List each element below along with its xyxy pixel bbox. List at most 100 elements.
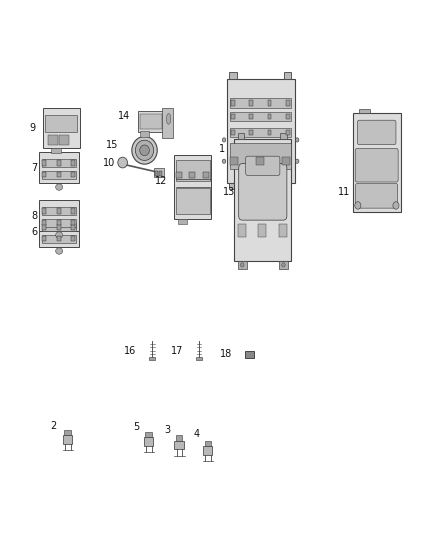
Bar	[238, 133, 244, 139]
Bar	[42, 236, 46, 241]
Bar	[230, 142, 291, 169]
Text: 1: 1	[219, 144, 226, 154]
Bar	[42, 159, 76, 167]
Bar	[60, 135, 69, 144]
Bar	[145, 432, 152, 437]
Bar	[42, 208, 46, 214]
Bar	[71, 224, 75, 230]
Bar	[42, 207, 76, 215]
Bar	[39, 152, 79, 183]
Bar	[268, 114, 272, 119]
Bar	[245, 351, 254, 358]
Bar	[286, 100, 290, 106]
Bar	[42, 220, 46, 225]
Bar	[42, 172, 46, 177]
Bar	[48, 135, 58, 144]
Bar	[196, 357, 202, 360]
Text: 9: 9	[30, 123, 36, 133]
Bar	[205, 441, 211, 446]
Bar	[42, 171, 76, 179]
Bar	[71, 172, 75, 177]
Bar	[57, 220, 61, 225]
Bar	[231, 100, 235, 106]
Bar	[282, 157, 290, 165]
Bar	[138, 111, 164, 132]
Ellipse shape	[166, 114, 171, 124]
Bar	[353, 114, 401, 212]
Text: 8: 8	[31, 211, 37, 221]
Bar	[359, 109, 370, 114]
Bar	[71, 220, 75, 225]
Bar	[249, 100, 253, 106]
Bar	[42, 224, 46, 230]
Bar	[189, 172, 195, 178]
Text: 10: 10	[103, 158, 116, 167]
Bar	[176, 160, 209, 181]
Bar	[63, 435, 72, 444]
Bar	[42, 108, 80, 148]
Bar	[64, 430, 71, 435]
Ellipse shape	[295, 159, 299, 164]
Bar	[162, 108, 173, 138]
Ellipse shape	[56, 184, 63, 190]
Bar	[203, 446, 212, 455]
Ellipse shape	[140, 145, 149, 156]
Bar	[176, 172, 182, 178]
Bar	[256, 157, 264, 165]
Bar	[42, 235, 76, 243]
Bar	[234, 139, 291, 261]
Bar	[230, 98, 291, 108]
Ellipse shape	[132, 136, 157, 164]
Ellipse shape	[56, 232, 63, 238]
Ellipse shape	[56, 248, 63, 254]
FancyBboxPatch shape	[356, 183, 398, 208]
Ellipse shape	[295, 138, 299, 142]
Text: 11: 11	[338, 187, 350, 197]
Ellipse shape	[282, 263, 285, 267]
Bar	[279, 261, 288, 269]
Bar	[39, 200, 79, 231]
Ellipse shape	[222, 138, 226, 142]
Bar	[42, 219, 76, 227]
Bar	[268, 130, 272, 135]
Text: 12: 12	[155, 176, 167, 186]
Text: 13: 13	[223, 187, 235, 197]
FancyBboxPatch shape	[239, 164, 287, 220]
Bar	[174, 155, 212, 219]
Text: 3: 3	[165, 425, 171, 435]
Ellipse shape	[135, 140, 154, 160]
Text: 2: 2	[51, 422, 57, 431]
Bar	[230, 157, 238, 165]
Bar	[176, 188, 209, 214]
Bar	[57, 172, 61, 177]
Text: 6: 6	[31, 227, 37, 237]
Bar	[231, 130, 235, 135]
Bar	[174, 441, 184, 449]
Bar	[280, 133, 287, 139]
Bar	[229, 72, 237, 78]
FancyBboxPatch shape	[357, 120, 396, 145]
Bar	[149, 357, 155, 360]
Bar	[202, 172, 209, 178]
FancyBboxPatch shape	[246, 156, 280, 175]
Bar	[268, 100, 272, 106]
Ellipse shape	[118, 157, 127, 168]
Bar	[179, 219, 187, 224]
Text: 7: 7	[31, 163, 37, 173]
Text: 18: 18	[220, 350, 232, 359]
Bar	[42, 160, 46, 166]
Bar	[230, 128, 291, 138]
Bar	[238, 261, 247, 269]
Bar	[46, 115, 78, 132]
Bar	[229, 182, 237, 189]
FancyBboxPatch shape	[355, 149, 398, 182]
Ellipse shape	[355, 202, 361, 209]
Bar	[57, 236, 61, 241]
Bar	[227, 78, 294, 182]
Bar	[154, 168, 164, 177]
Ellipse shape	[240, 263, 244, 267]
Bar	[144, 437, 153, 446]
Bar	[159, 171, 162, 176]
Bar	[42, 223, 76, 231]
Bar	[155, 171, 158, 176]
